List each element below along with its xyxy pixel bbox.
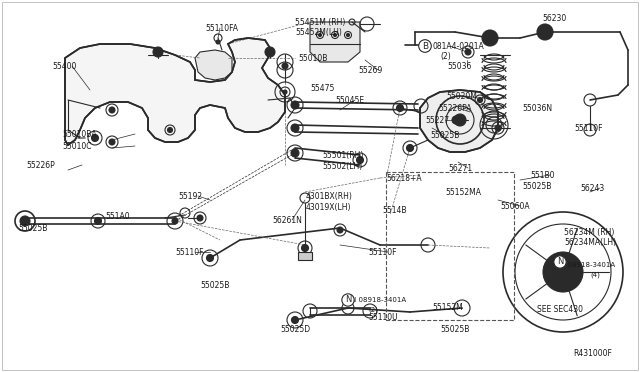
Circle shape — [543, 252, 583, 292]
Text: 55036: 55036 — [447, 61, 472, 71]
Text: N 08918-3401A: N 08918-3401A — [560, 262, 615, 268]
Circle shape — [454, 114, 466, 126]
Text: 56271: 56271 — [448, 164, 472, 173]
Bar — [386, 172, 514, 320]
Bar — [298, 252, 312, 260]
Text: 5514B: 5514B — [382, 205, 406, 215]
Circle shape — [397, 105, 403, 112]
Text: 56218+A: 56218+A — [386, 173, 422, 183]
Text: 55110U: 55110U — [368, 314, 397, 323]
Text: 55400: 55400 — [52, 61, 76, 71]
Circle shape — [109, 107, 115, 113]
Circle shape — [301, 244, 308, 251]
Circle shape — [346, 33, 349, 36]
Text: 081A4-0201A: 081A4-0201A — [433, 42, 484, 51]
Text: 56234MA(LH): 56234MA(LH) — [564, 237, 616, 247]
Circle shape — [477, 97, 483, 103]
Text: 55020M: 55020M — [446, 92, 477, 100]
Circle shape — [537, 24, 553, 40]
Text: 43019X(LH): 43019X(LH) — [306, 202, 351, 212]
Text: 55152M: 55152M — [432, 304, 463, 312]
Circle shape — [337, 227, 343, 233]
Text: 55110FA: 55110FA — [205, 23, 238, 32]
Circle shape — [291, 317, 298, 324]
Text: 55025B: 55025B — [18, 224, 47, 232]
Text: 55025B: 55025B — [522, 182, 552, 190]
Polygon shape — [195, 50, 232, 80]
Circle shape — [291, 124, 299, 132]
Text: 55010C: 55010C — [62, 141, 92, 151]
Text: 55475: 55475 — [310, 83, 334, 93]
Text: 55010B: 55010B — [298, 54, 328, 62]
Circle shape — [168, 128, 173, 132]
Text: 55452M(LH): 55452M(LH) — [295, 28, 342, 36]
Text: 55060A: 55060A — [500, 202, 530, 211]
Text: 55025D: 55025D — [280, 326, 310, 334]
Text: 55010BA: 55010BA — [62, 129, 97, 138]
Text: 55025B: 55025B — [430, 131, 460, 140]
Circle shape — [20, 216, 30, 226]
Text: 55226P: 55226P — [26, 160, 55, 170]
Polygon shape — [65, 38, 285, 145]
Circle shape — [406, 144, 413, 151]
Text: N: N — [345, 295, 351, 305]
Polygon shape — [310, 22, 360, 62]
Text: 55269: 55269 — [358, 65, 382, 74]
Text: 55226PA: 55226PA — [438, 103, 472, 112]
Circle shape — [482, 30, 498, 46]
Text: (2): (2) — [368, 307, 378, 313]
Text: R431000F: R431000F — [573, 350, 612, 359]
Text: 55501(RH): 55501(RH) — [322, 151, 364, 160]
Text: 55045E: 55045E — [335, 96, 364, 105]
Text: (4): (4) — [590, 272, 600, 278]
Circle shape — [291, 149, 299, 157]
Text: 55025B: 55025B — [200, 282, 229, 291]
Circle shape — [282, 63, 288, 69]
Text: N: N — [557, 257, 563, 266]
Circle shape — [109, 139, 115, 145]
Circle shape — [452, 116, 460, 124]
Text: 55025B: 55025B — [440, 326, 469, 334]
Text: 56261N: 56261N — [272, 215, 302, 224]
Text: 55110F: 55110F — [175, 247, 204, 257]
Circle shape — [319, 33, 321, 36]
Text: N 08918-3401A: N 08918-3401A — [351, 297, 406, 303]
Polygon shape — [420, 90, 498, 152]
Circle shape — [153, 47, 163, 57]
Circle shape — [216, 40, 220, 44]
Text: 56243: 56243 — [580, 183, 604, 192]
Circle shape — [207, 254, 214, 262]
Circle shape — [283, 90, 287, 94]
Text: 55110F: 55110F — [368, 247, 397, 257]
Text: 55110F: 55110F — [574, 124, 602, 132]
Circle shape — [465, 49, 471, 55]
Circle shape — [172, 218, 178, 224]
Text: 55192: 55192 — [178, 192, 202, 201]
Circle shape — [333, 33, 337, 36]
Text: 55227: 55227 — [425, 115, 449, 125]
Circle shape — [92, 135, 99, 141]
Text: 55451M (RH): 55451M (RH) — [295, 17, 346, 26]
Circle shape — [495, 125, 501, 131]
Text: 55152MA: 55152MA — [445, 187, 481, 196]
Circle shape — [356, 157, 364, 164]
Circle shape — [95, 218, 102, 224]
Text: SEE SEC430: SEE SEC430 — [537, 305, 583, 314]
Text: 551B0: 551B0 — [530, 170, 554, 180]
Text: 55502(LH): 55502(LH) — [322, 161, 362, 170]
Text: 551A0: 551A0 — [105, 212, 130, 221]
Text: 56230: 56230 — [542, 13, 566, 22]
Circle shape — [291, 101, 299, 109]
Text: 4301BX(RH): 4301BX(RH) — [306, 192, 353, 201]
Circle shape — [265, 47, 275, 57]
Text: B: B — [422, 42, 428, 51]
Circle shape — [197, 215, 203, 221]
Text: 55036N: 55036N — [522, 103, 552, 112]
Text: 56234M (RH): 56234M (RH) — [564, 228, 614, 237]
Text: (2): (2) — [440, 51, 451, 61]
